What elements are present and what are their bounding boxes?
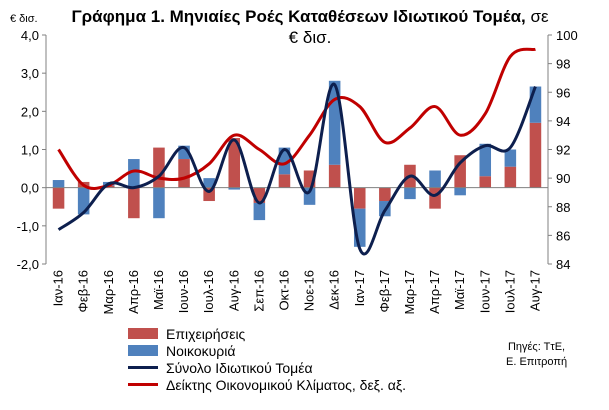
bar-households: [52, 180, 65, 188]
right-tick-label: 86: [556, 228, 570, 243]
bar-business: [379, 187, 391, 202]
bar-business: [429, 187, 441, 209]
legend-item-business: Επιχειρήσεις: [128, 325, 406, 342]
legend-swatch-households: [128, 345, 158, 356]
left-tick-label: 3,0: [21, 66, 39, 81]
legend-swatch-business: [128, 328, 158, 339]
bar-households: [429, 170, 441, 188]
category-label: Οκτ-16: [276, 270, 291, 311]
legend: Επιχειρήσεις Νοικοκυριά Σύνολο Ιδιωτικού…: [128, 325, 406, 393]
bar-business: [278, 174, 291, 188]
bar-business: [203, 187, 215, 202]
legend-item-total: Σύνολο Ιδιωτικού Τομέα: [128, 359, 406, 376]
bar-business: [353, 187, 366, 209]
category-label: Ιουλ-17: [502, 270, 517, 313]
bar-households: [128, 159, 140, 188]
left-tick-label: 2,0: [21, 104, 39, 119]
category-label: Σεπ-16: [251, 270, 266, 312]
left-tick-label: -2,0: [17, 257, 39, 272]
right-tick-label: 90: [556, 171, 570, 186]
source-note: Πηγές: ΤτΕ, Ε. Επιτροπή: [506, 340, 567, 370]
category-label: Ιουλ-16: [201, 270, 216, 313]
bar-households: [504, 149, 517, 167]
legend-item-climate: Δείκτης Οικονομικού Κλίματος, δεξ. αξ.: [128, 376, 406, 393]
chart-title-sub: σε € δισ.: [288, 7, 549, 47]
category-label: Φεβ-16: [76, 270, 91, 312]
category-label: Μαϊ-17: [452, 270, 467, 310]
legend-label-households: Νοικοκυριά: [166, 342, 236, 359]
bar-households: [178, 145, 190, 160]
category-label: Απρ-17: [427, 270, 442, 314]
bar-business: [504, 166, 517, 188]
right-tick-label: 100: [556, 28, 578, 43]
bar-households: [203, 178, 215, 188]
bar-business: [303, 170, 316, 188]
bar-households: [353, 208, 366, 247]
legend-label-climate: Δείκτης Οικονομικού Κλίματος, δεξ. αξ.: [166, 376, 406, 393]
category-label: Δεκ-16: [327, 270, 342, 310]
bar-business: [328, 164, 341, 188]
bar-households: [303, 187, 316, 205]
bar-households: [77, 187, 90, 215]
bar-business: [52, 187, 65, 209]
category-label: Φεβ-17: [377, 270, 392, 312]
right-tick-label: 96: [556, 85, 570, 100]
category-label: Αυγ-17: [527, 270, 542, 311]
left-tick-label: 4,0: [21, 28, 39, 43]
source-line-2: Ε. Επιτροπή: [506, 356, 568, 368]
bar-business: [253, 187, 266, 203]
bar-households: [454, 187, 466, 196]
legend-swatch-climate: [128, 383, 158, 386]
bar-business: [128, 187, 140, 219]
category-label: Μαϊ-16: [151, 270, 166, 310]
right-tick-label: 88: [556, 200, 570, 215]
legend-label-business: Επιχειρήσεις: [166, 325, 246, 342]
category-label: Απρ-16: [126, 270, 141, 314]
source-line-1: Πηγές: ΤτΕ,: [507, 341, 566, 353]
right-tick-label: 98: [556, 57, 570, 72]
right-tick-label: 84: [556, 257, 570, 272]
bar-business: [178, 159, 190, 188]
bar-business: [479, 176, 492, 188]
right-tick-label: 92: [556, 143, 570, 158]
category-label: Νοε-16: [302, 270, 317, 311]
left-tick-label: 1,0: [21, 143, 39, 158]
line-climate-index: [57, 47, 536, 191]
bar-business: [529, 122, 542, 188]
category-label: Μαρ-16: [101, 270, 116, 315]
left-tick-label: -1,0: [17, 219, 39, 234]
category-label: Ιουν-16: [176, 270, 191, 313]
bar-households: [278, 147, 291, 175]
bar-households: [253, 202, 266, 221]
chart-title: Γράφημα 1. Μηνιαίες Ροές Καταθέσεων Ιδιω…: [70, 6, 550, 48]
left-tick-label: 0,0: [21, 181, 39, 196]
bar-business: [153, 147, 165, 188]
right-tick-label: 94: [556, 114, 570, 129]
bar-households: [404, 187, 416, 200]
legend-item-households: Νοικοκυριά: [128, 342, 406, 359]
bar-households: [153, 187, 165, 219]
legend-swatch-total: [128, 366, 158, 369]
left-axis-unit: € δισ.: [10, 13, 38, 25]
bar-business: [454, 155, 466, 188]
bar-households: [479, 143, 492, 177]
line-private-total: [57, 83, 537, 256]
category-label: Ιουν-17: [477, 270, 492, 313]
category-label: Ιαν-16: [51, 270, 66, 306]
chart-title-main: Γράφημα 1. Μηνιαίες Ροές Καταθέσεων Ιδιω…: [71, 7, 526, 26]
category-label: Μαρ-17: [402, 270, 417, 315]
category-label: Ιαν-17: [352, 270, 367, 306]
bar-business: [228, 138, 241, 188]
legend-label-total: Σύνολο Ιδιωτικού Τομέα: [166, 359, 313, 376]
bar-households: [228, 187, 241, 190]
bar-households: [529, 86, 542, 123]
bar-households: [328, 80, 341, 165]
category-label: Αυγ-16: [226, 270, 241, 311]
